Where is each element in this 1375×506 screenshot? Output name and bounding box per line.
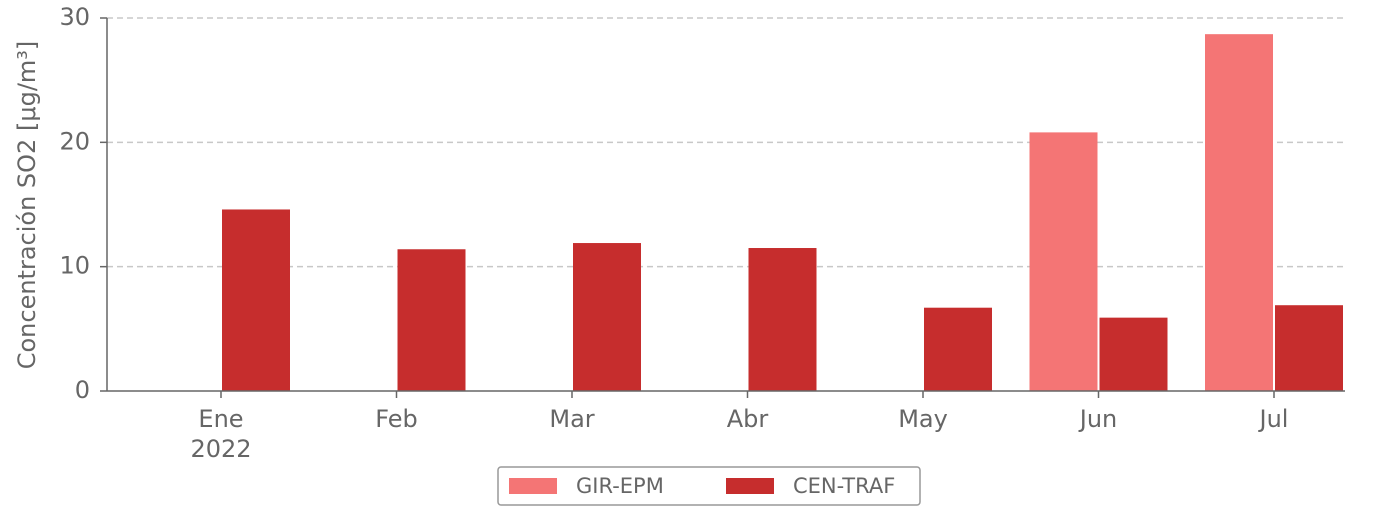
x-sublabel: 2022: [190, 435, 251, 463]
legend-label: CEN-TRAF: [793, 474, 895, 498]
legend-frame: [497, 466, 921, 506]
x-tick-label: Jun: [1078, 405, 1118, 433]
x-tick-label: Mar: [549, 405, 594, 433]
bar: [573, 243, 641, 391]
bar: [924, 307, 992, 391]
bar: [1275, 305, 1343, 391]
bar: [748, 248, 817, 391]
x-tick-label: Jul: [1258, 405, 1289, 433]
bar: [222, 209, 290, 391]
bar: [1029, 132, 1098, 392]
x-tick-label: Ene: [198, 405, 243, 433]
bar: [397, 249, 466, 391]
bar: [1099, 317, 1168, 391]
y-tick-label: 30: [59, 3, 90, 31]
x-tick-label: Feb: [375, 405, 418, 433]
y-tick-label: 10: [59, 252, 90, 280]
y-tick-label: 0: [75, 376, 90, 404]
legend-swatch: [509, 478, 557, 494]
y-tick-label: 20: [59, 127, 90, 155]
x-tick-label: May: [898, 405, 948, 433]
legend: GIR-EPM CEN-TRAF: [497, 466, 921, 506]
legend-label: GIR-EPM: [576, 474, 664, 498]
legend-swatch: [726, 478, 774, 494]
y-axis-label: Concentración SO2 [μg/m³]: [13, 41, 41, 370]
bar: [1205, 34, 1273, 392]
x-tick-label: Abr: [727, 405, 769, 433]
